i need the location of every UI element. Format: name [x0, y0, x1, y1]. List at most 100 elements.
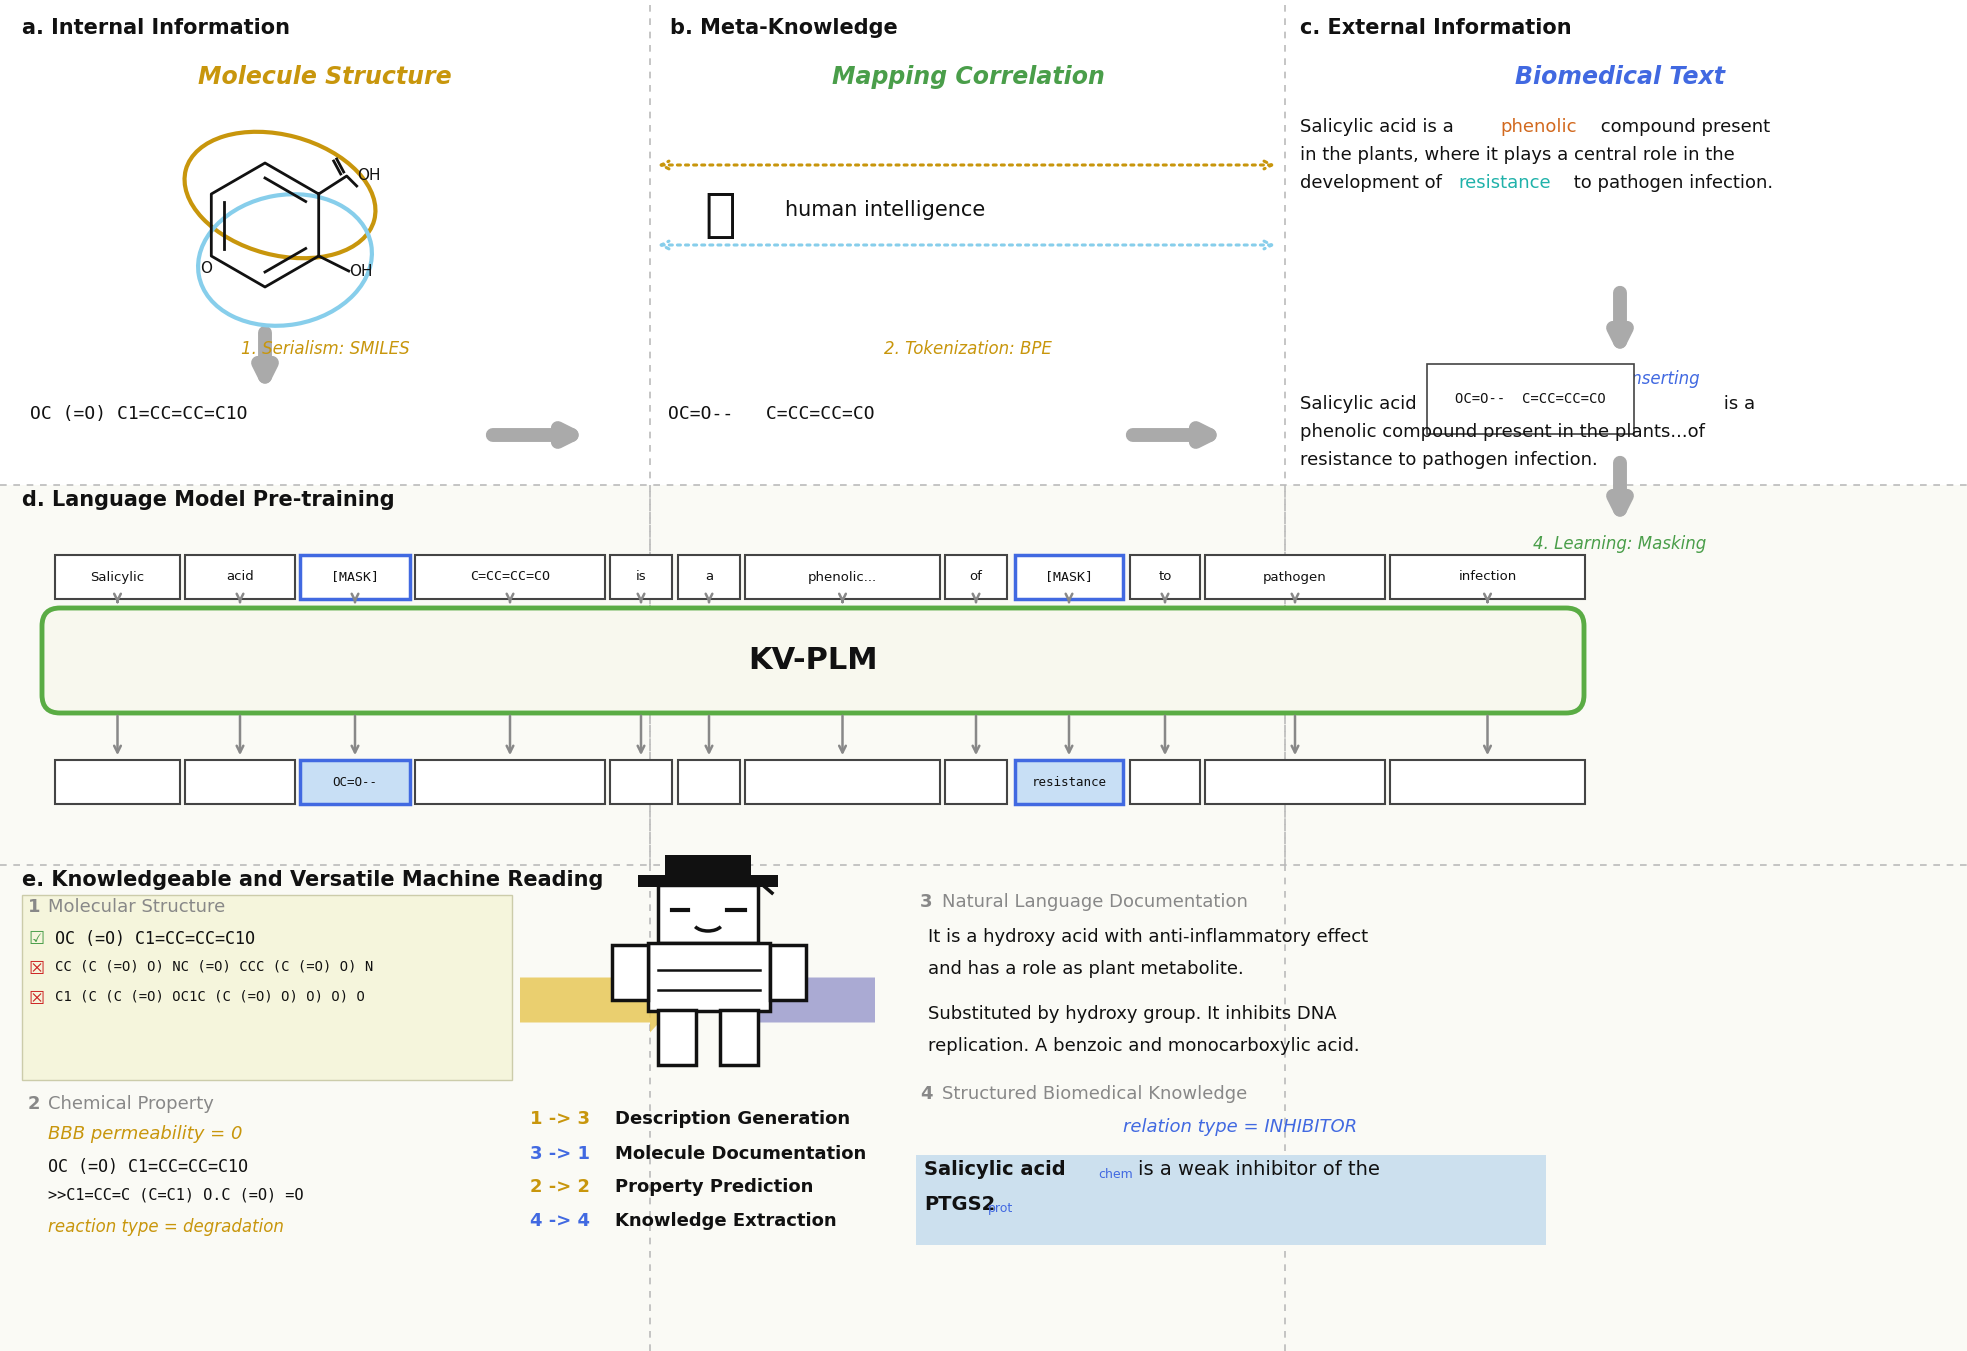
Bar [944, 555, 1007, 598]
Text: [MASK]: [MASK] [1044, 570, 1094, 584]
Text: OC (=O) C1=CC=CC=C1O: OC (=O) C1=CC=CC=C1O [30, 405, 248, 423]
Bar [1391, 555, 1585, 598]
Text: Description Generation: Description Generation [616, 1111, 850, 1128]
Text: 2. Tokenization: BPE: 2. Tokenization: BPE [883, 340, 1052, 358]
Text: Biomedical Text: Biomedical Text [1515, 65, 1725, 89]
Text: Substituted by hydroxy group. It inhibits DNA: Substituted by hydroxy group. It inhibit… [928, 1005, 1338, 1023]
Bar [720, 1011, 757, 1065]
Bar [1129, 761, 1200, 804]
Text: 🧠: 🧠 [704, 189, 736, 240]
Bar [610, 761, 673, 804]
Bar [745, 761, 940, 804]
Text: is a: is a [1717, 394, 1755, 413]
Text: c. External Information: c. External Information [1300, 18, 1572, 38]
Bar [637, 875, 779, 888]
Text: acid: acid [226, 570, 254, 584]
FancyArrow shape [726, 967, 875, 1032]
Text: to pathogen infection.: to pathogen infection. [1568, 174, 1772, 192]
Text: 4: 4 [921, 1085, 932, 1102]
Text: 3 -> 1: 3 -> 1 [529, 1146, 590, 1163]
Text: phenolic: phenolic [1501, 118, 1576, 136]
Bar [659, 1011, 696, 1065]
Bar [647, 943, 769, 1011]
Text: It is a hydroxy acid with anti-inflammatory effect: It is a hydroxy acid with anti-inflammat… [928, 928, 1369, 946]
Text: resistance to pathogen infection.: resistance to pathogen infection. [1300, 451, 1597, 469]
Text: and has a role as plant metabolite.: and has a role as plant metabolite. [928, 961, 1243, 978]
Text: b. Meta-Knowledge: b. Meta-Knowledge [671, 18, 897, 38]
Bar [944, 761, 1007, 804]
Text: pathogen: pathogen [1263, 570, 1328, 584]
Text: development of: development of [1300, 174, 1448, 192]
Text: prot: prot [987, 1202, 1013, 1215]
Text: is a weak inhibitor of the: is a weak inhibitor of the [1139, 1161, 1381, 1179]
Text: e. Knowledgeable and Versatile Machine Reading: e. Knowledgeable and Versatile Machine R… [22, 870, 604, 890]
Text: O: O [201, 261, 212, 276]
Bar [745, 555, 940, 598]
Text: is: is [635, 570, 647, 584]
Text: 1. Serialism: SMILES: 1. Serialism: SMILES [240, 340, 409, 358]
Bar [1391, 761, 1585, 804]
Bar [301, 761, 409, 804]
Text: [MASK]: [MASK] [330, 570, 380, 584]
Text: Mapping Correlation: Mapping Correlation [832, 65, 1103, 89]
Text: KV-PLM: KV-PLM [747, 646, 877, 676]
Text: PTGS2: PTGS2 [924, 1196, 995, 1215]
Bar [679, 555, 740, 598]
Bar [612, 944, 647, 1000]
Text: d. Language Model Pre-training: d. Language Model Pre-training [22, 490, 395, 509]
Text: infection: infection [1458, 570, 1517, 584]
Bar [659, 885, 757, 943]
Text: phenolic compound present in the plants...of: phenolic compound present in the plants.… [1300, 423, 1705, 440]
Bar [185, 761, 295, 804]
Text: resistance: resistance [1458, 174, 1550, 192]
Bar [1129, 555, 1200, 598]
Text: OC=O--: OC=O-- [332, 775, 378, 789]
Text: >>C1=CC=C (C=C1) O.C (=O) =O: >>C1=CC=C (C=C1) O.C (=O) =O [47, 1188, 303, 1202]
Text: Salicylic acid is a: Salicylic acid is a [1300, 118, 1460, 136]
Text: 1: 1 [28, 898, 41, 916]
Text: human intelligence: human intelligence [785, 200, 985, 220]
Text: ☑: ☑ [28, 929, 43, 948]
Bar [185, 555, 295, 598]
Text: Property Prediction: Property Prediction [616, 1178, 814, 1196]
Text: 3. Fusion: Inserting: 3. Fusion: Inserting [1540, 370, 1699, 388]
Text: 2 -> 2: 2 -> 2 [529, 1178, 590, 1196]
Bar [1015, 761, 1123, 804]
Text: OC=O--   C=CC=CC=CO: OC=O-- C=CC=CC=CO [669, 405, 875, 423]
Bar [1206, 761, 1385, 804]
Text: Chemical Property: Chemical Property [47, 1096, 214, 1113]
FancyArrow shape [519, 967, 681, 1032]
Bar [610, 555, 673, 598]
Text: ☒: ☒ [28, 990, 43, 1008]
Text: OH: OH [348, 263, 372, 280]
Text: reaction type = degradation: reaction type = degradation [47, 1219, 283, 1236]
Bar [917, 1155, 1546, 1246]
Text: Knowledge Extraction: Knowledge Extraction [616, 1212, 836, 1229]
Text: chem: chem [1098, 1169, 1133, 1181]
Text: Molecule Structure: Molecule Structure [199, 65, 452, 89]
Text: OC (=O) C1=CC=CC=C1O: OC (=O) C1=CC=CC=C1O [47, 1158, 248, 1175]
Bar [1206, 555, 1385, 598]
Text: 4. Learning: Masking: 4. Learning: Masking [1534, 535, 1707, 553]
Text: CC (C (=O) O) NC (=O) CCC (C (=O) O) N: CC (C (=O) O) NC (=O) CCC (C (=O) O) N [55, 961, 374, 974]
Text: of: of [970, 570, 982, 584]
Text: C=CC=CC=CO: C=CC=CC=CO [470, 570, 551, 584]
Bar [55, 761, 181, 804]
Text: replication. A benzoic and monocarboxylic acid.: replication. A benzoic and monocarboxyli… [928, 1038, 1359, 1055]
Text: BBB permeability = 0: BBB permeability = 0 [47, 1125, 242, 1143]
Bar [415, 761, 606, 804]
Text: Salicylic: Salicylic [90, 570, 144, 584]
Text: in the plants, where it plays a central role in the: in the plants, where it plays a central … [1300, 146, 1735, 163]
Bar [665, 855, 751, 875]
Text: relation type = INHIBITOR: relation type = INHIBITOR [1123, 1119, 1357, 1136]
Text: compound present: compound present [1595, 118, 1770, 136]
Text: Salicylic acid: Salicylic acid [1300, 394, 1422, 413]
Text: Molecule Documentation: Molecule Documentation [616, 1146, 865, 1163]
Bar [679, 761, 740, 804]
Text: a: a [704, 570, 714, 584]
Text: a. Internal Information: a. Internal Information [22, 18, 289, 38]
Bar [22, 894, 511, 1079]
Text: OC=O--  C=CC=CC=CO: OC=O-- C=CC=CC=CO [1456, 392, 1605, 407]
Text: Structured Biomedical Knowledge: Structured Biomedical Knowledge [942, 1085, 1247, 1102]
Text: 2: 2 [28, 1096, 41, 1113]
